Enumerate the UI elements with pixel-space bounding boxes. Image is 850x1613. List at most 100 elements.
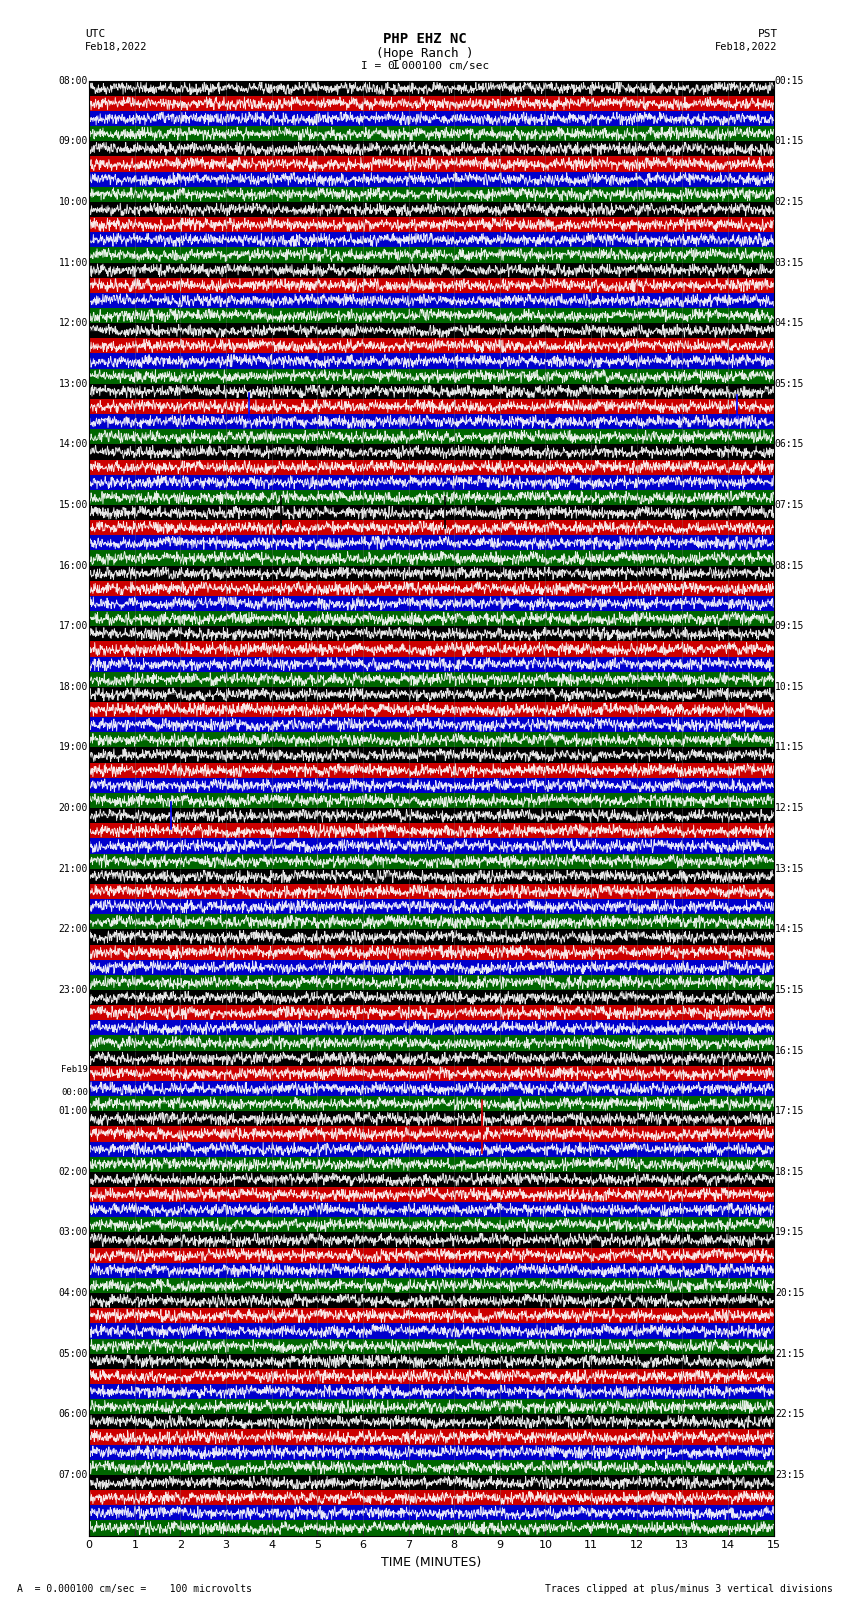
Bar — [89, 111, 774, 126]
Bar — [89, 626, 774, 642]
Bar — [89, 323, 774, 339]
Text: 05:00: 05:00 — [59, 1348, 88, 1358]
Text: (Hope Ranch ): (Hope Ranch ) — [377, 47, 473, 60]
Bar — [89, 384, 774, 398]
Bar — [89, 142, 774, 156]
Bar — [89, 642, 774, 656]
Text: 12:00: 12:00 — [59, 318, 88, 327]
Bar — [89, 263, 774, 277]
Bar — [89, 1445, 774, 1460]
Bar — [89, 247, 774, 263]
Bar — [89, 718, 774, 732]
Text: 20:00: 20:00 — [59, 803, 88, 813]
Bar — [89, 156, 774, 171]
Bar — [89, 277, 774, 294]
Bar — [89, 444, 774, 460]
Text: 05:15: 05:15 — [775, 379, 804, 389]
Bar — [89, 1323, 774, 1339]
Text: Feb19: Feb19 — [61, 1065, 88, 1074]
Bar — [89, 294, 774, 308]
Bar — [89, 869, 774, 884]
Text: 01:15: 01:15 — [775, 135, 804, 147]
Text: 03:00: 03:00 — [59, 1227, 88, 1237]
Bar — [89, 1111, 774, 1126]
Text: 09:15: 09:15 — [775, 621, 804, 631]
Bar — [89, 1202, 774, 1218]
Bar — [89, 519, 774, 536]
Bar — [89, 1171, 774, 1187]
Bar — [89, 1097, 774, 1111]
Text: 23:15: 23:15 — [775, 1469, 804, 1481]
Bar — [89, 369, 774, 384]
Bar — [89, 536, 774, 550]
Text: I: I — [392, 58, 399, 73]
Bar — [89, 974, 774, 990]
Bar — [89, 1036, 774, 1050]
Bar — [89, 1218, 774, 1232]
Bar — [89, 429, 774, 444]
Text: 00:00: 00:00 — [61, 1089, 88, 1097]
Bar — [89, 202, 774, 218]
Text: 16:15: 16:15 — [775, 1045, 804, 1055]
Bar — [89, 415, 774, 429]
Text: 12:15: 12:15 — [775, 803, 804, 813]
Bar — [89, 732, 774, 747]
Text: 15:15: 15:15 — [775, 986, 804, 995]
Text: 17:15: 17:15 — [775, 1107, 804, 1116]
Bar — [89, 460, 774, 474]
Text: 02:15: 02:15 — [775, 197, 804, 206]
Bar — [89, 1339, 774, 1353]
Text: 07:00: 07:00 — [59, 1469, 88, 1481]
Bar — [89, 656, 774, 671]
Bar — [89, 1505, 774, 1521]
Text: 23:00: 23:00 — [59, 986, 88, 995]
Bar — [89, 671, 774, 687]
Bar — [89, 1460, 774, 1474]
Bar — [89, 550, 774, 566]
Text: 09:00: 09:00 — [59, 135, 88, 147]
Bar — [89, 232, 774, 247]
Bar — [89, 1021, 774, 1036]
Text: 00:15: 00:15 — [775, 76, 804, 85]
Bar — [89, 566, 774, 581]
Text: 08:15: 08:15 — [775, 561, 804, 571]
Text: 10:00: 10:00 — [59, 197, 88, 206]
Bar — [89, 884, 774, 898]
Bar — [89, 474, 774, 490]
Text: 10:15: 10:15 — [775, 682, 804, 692]
Text: 15:00: 15:00 — [59, 500, 88, 510]
Bar — [89, 1398, 774, 1415]
Text: 02:00: 02:00 — [59, 1166, 88, 1177]
Bar — [89, 611, 774, 626]
Bar — [89, 218, 774, 232]
Bar — [89, 945, 774, 960]
Bar — [89, 126, 774, 142]
Bar — [89, 1294, 774, 1308]
Bar — [89, 1142, 774, 1157]
Bar — [89, 595, 774, 611]
Text: I = 0.000100 cm/sec: I = 0.000100 cm/sec — [361, 61, 489, 71]
Bar — [89, 763, 774, 777]
Bar — [89, 505, 774, 519]
Bar — [89, 1247, 774, 1263]
Bar — [89, 702, 774, 718]
Bar — [89, 777, 774, 794]
Bar — [89, 95, 774, 111]
Bar — [89, 1263, 774, 1277]
X-axis label: TIME (MINUTES): TIME (MINUTES) — [382, 1557, 481, 1569]
Text: 20:15: 20:15 — [775, 1289, 804, 1298]
Text: 06:00: 06:00 — [59, 1410, 88, 1419]
Bar — [89, 308, 774, 323]
Bar — [89, 1474, 774, 1490]
Bar — [89, 929, 774, 945]
Bar — [89, 853, 774, 869]
Text: 19:00: 19:00 — [59, 742, 88, 753]
Text: 04:00: 04:00 — [59, 1289, 88, 1298]
Text: 01:00: 01:00 — [59, 1107, 88, 1116]
Bar — [89, 353, 774, 369]
Bar — [89, 898, 774, 915]
Bar — [89, 1066, 774, 1081]
Text: 13:15: 13:15 — [775, 863, 804, 874]
Bar — [89, 1187, 774, 1202]
Text: 11:15: 11:15 — [775, 742, 804, 753]
